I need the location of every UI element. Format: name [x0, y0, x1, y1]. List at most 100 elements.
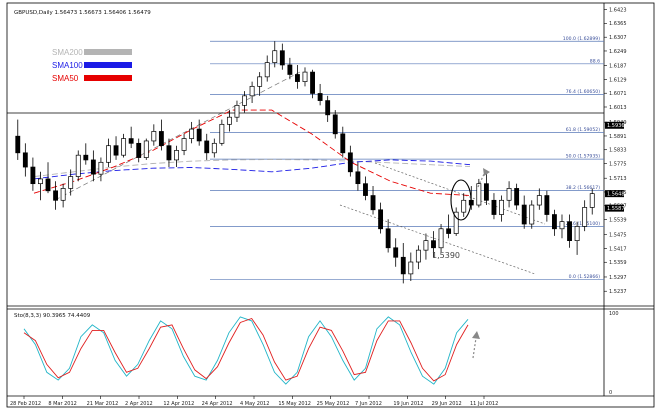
candle-body-2 [30, 166, 36, 185]
candle-body-23 [189, 128, 195, 139]
candle-body-69 [536, 195, 542, 206]
candle-body-48 [378, 209, 384, 230]
price-tick-label-10: 1.5833 [609, 148, 627, 154]
candle-body-46 [363, 183, 368, 196]
date-tick-label-12: 11 Jul 2012 [470, 401, 498, 407]
candle-body-33 [264, 62, 270, 78]
highlight-ellipse [450, 179, 472, 221]
candle-body-62 [483, 183, 489, 201]
price-up-arrowhead [483, 168, 490, 176]
candle-body-65 [506, 188, 512, 201]
candle-body-44 [347, 152, 353, 173]
trend-lines [7, 71, 604, 275]
candle-body-59 [461, 199, 467, 213]
candle-body-42 [332, 114, 338, 135]
legend-swatch-sma50 [84, 75, 132, 81]
candle-body-5 [53, 190, 59, 201]
candle-body-72 [559, 221, 565, 230]
candle-body-40 [317, 93, 323, 101]
sma50-line [33, 109, 471, 196]
price-tick-label-12: 1.5713 [609, 176, 627, 182]
candle-body-25 [204, 140, 210, 154]
candle-body-7 [68, 176, 74, 189]
candle-body-50 [393, 247, 399, 258]
date-tick-label-11: 29 Jun 2012 [432, 401, 462, 407]
date-tick-label-4: 12 Apr 2012 [163, 401, 194, 407]
date-tick-label-6: 4 May 2012 [240, 401, 269, 407]
candles [15, 41, 595, 284]
candle-body-54 [423, 240, 429, 251]
candle-body-27 [219, 123, 225, 144]
candle-body-74 [574, 226, 580, 242]
candle-body-24 [196, 128, 202, 142]
stochastic-pane: 100 0 [23, 311, 619, 396]
date-ticks: 28 Feb 2012 8 Mar 2012 21 Mar 2012 2 Apr 20… [10, 396, 498, 407]
candle-body-21 [174, 150, 179, 161]
candle-body-49 [385, 228, 391, 249]
candle-body-31 [249, 85, 255, 97]
candle-body-63 [491, 199, 497, 215]
candle-body-16 [136, 142, 142, 158]
candle-body-43 [340, 133, 346, 154]
date-tick-label-9: 7 Jun 2012 [355, 401, 382, 407]
candle-body-15 [128, 138, 134, 144]
candle-body-17 [143, 140, 149, 158]
date-tick-label-1: 8 Mar 2012 [48, 401, 77, 407]
price-marker-label-0: 1.5648 [607, 191, 625, 197]
fib-label-2: 76.4 (1.60650) [566, 89, 600, 95]
candle-body-37 [295, 74, 300, 82]
date-tick-label-7: 15 May 2012 [278, 401, 311, 407]
fib-label-0: 100.0 (1.62899) [563, 36, 600, 42]
candle-body-39 [310, 71, 315, 94]
candle-body-13 [113, 145, 119, 156]
sto-up-arrow [472, 337, 477, 359]
legend-label-sma100: SMA100 [52, 61, 83, 70]
chart-title: GBPUSD,Daily 1.56473 1.56673 1.56406 1.5… [14, 10, 151, 16]
candle-body-8 [75, 154, 81, 177]
candle-body-22 [181, 138, 187, 151]
candle-body-10 [90, 159, 96, 175]
candle-body-68 [529, 204, 535, 225]
candle-body-14 [121, 138, 127, 156]
price-tick-label-0: 1.6423 [609, 7, 627, 13]
candle-body-61 [476, 183, 482, 206]
legend-label-sma200: SMA200 [52, 48, 83, 57]
candle-body-71 [551, 214, 557, 230]
candle-body-28 [226, 116, 232, 125]
stochastic-signal-line [23, 317, 469, 382]
legend: SMA200 SMA100 SMA50 [52, 48, 132, 83]
legend-swatch-sma100 [84, 62, 132, 68]
price-marker-label-1: 1.5587 [607, 206, 625, 212]
price-tick-label-16: 1.5475 [609, 233, 627, 239]
stochastic-tick-0: 100 [609, 311, 619, 317]
date-tick-label-2: 21 Mar 2012 [87, 401, 119, 407]
candle-body-20 [166, 145, 172, 161]
price-marker-box-0 [605, 190, 624, 198]
price-tick-label-17: 1.5417 [609, 246, 627, 252]
sma100-line [33, 159, 471, 180]
price-tick-label-9: 1.5891 [609, 134, 627, 140]
price-marker-label-2: 1.5936 [607, 123, 625, 129]
candle-body-47 [370, 195, 376, 211]
candle-body-76 [589, 193, 595, 208]
candle-body-38 [302, 71, 308, 82]
candle-body-73 [567, 221, 572, 242]
candle-body-53 [415, 249, 421, 263]
date-tick-label-5: 24 Apr 2012 [202, 401, 233, 407]
candle-body-4 [45, 178, 51, 192]
candle-body-6 [60, 188, 66, 201]
stochastic-tick-1: 0 [609, 390, 612, 396]
price-tick-label-11: 1.5775 [609, 161, 627, 167]
candle-body-35 [279, 50, 285, 66]
candle-body-67 [521, 204, 527, 225]
candle-body-64 [499, 199, 504, 215]
candle-body-41 [325, 100, 331, 116]
price-tick-label-15: 1.5539 [609, 217, 627, 223]
fib-label-1: 88.6 [590, 58, 600, 64]
candle-body-45 [355, 171, 361, 185]
price-tick-label-20: 1.5237 [609, 289, 627, 295]
price-markers: 1.5648 1.5587 1.5936 [605, 121, 625, 212]
candle-body-66 [514, 188, 520, 206]
